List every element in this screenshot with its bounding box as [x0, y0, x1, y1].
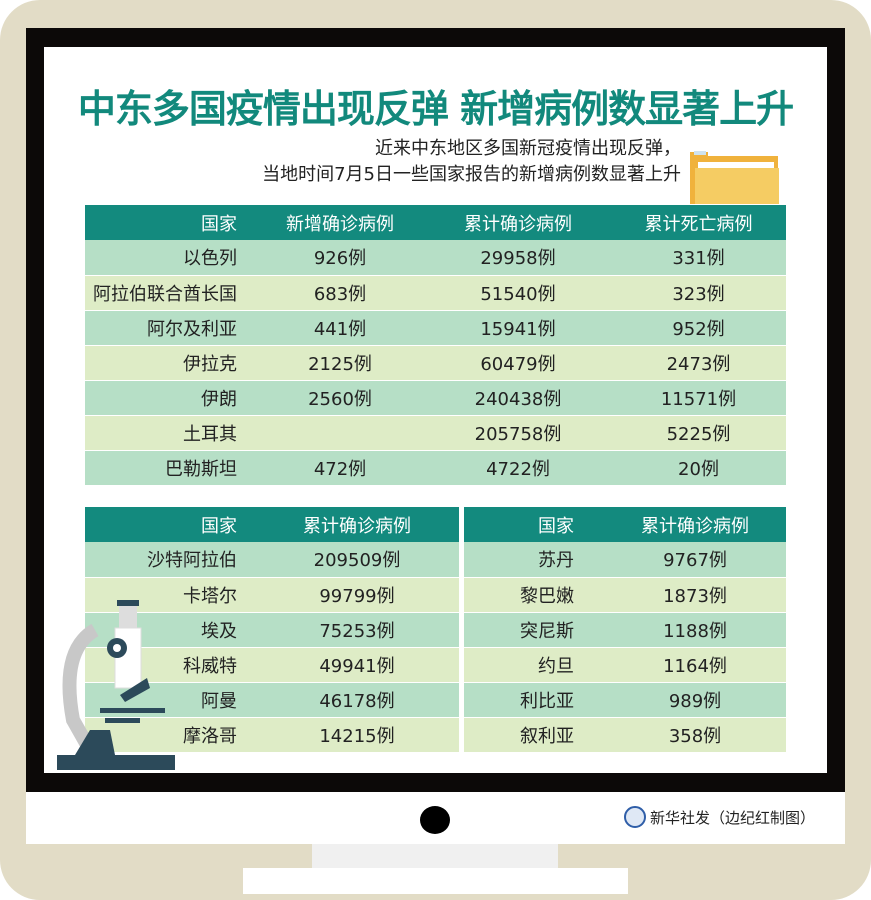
value-cell: 4722例 [425, 450, 611, 486]
country-cell: 黎巴嫩 [464, 577, 604, 613]
value-cell: 60479例 [425, 345, 611, 381]
microscope-icon [57, 600, 175, 770]
country-cell: 阿尔及利亚 [85, 310, 255, 346]
country-cell: 约旦 [464, 647, 604, 683]
value-cell: 1188例 [604, 612, 786, 648]
table-row: 科威特 49941例 [85, 647, 459, 683]
value-cell: 5225例 [611, 415, 786, 451]
table-row: 摩洛哥 14215例 [85, 717, 459, 753]
folder-icon [690, 151, 779, 204]
monitor-base [243, 868, 628, 894]
table-row: 约旦 1164例 [464, 647, 786, 683]
table-row: 阿尔及利亚 441例 15941例 952例 [85, 310, 786, 346]
value-cell: 15941例 [425, 310, 611, 346]
col-header: 累计确诊病例 [425, 205, 611, 240]
value-cell: 14215例 [255, 717, 459, 753]
col-header: 国家 [85, 205, 255, 240]
country-cell: 科威特 [85, 647, 255, 683]
value-cell: 1873例 [604, 577, 786, 613]
credit: 新华社发（边纪红制图） [624, 806, 815, 828]
credit-text: 新华社发（边纪红制图） [650, 808, 816, 827]
value-cell: 240438例 [425, 380, 611, 416]
table-cumulative-left: 国家 累计确诊病例 沙特阿拉伯 209509例 卡塔尔 99799例 埃及 75253例 科威… [85, 507, 459, 753]
col-header: 累计确诊病例 [604, 507, 786, 542]
value-cell: 2560例 [255, 380, 425, 416]
value-cell: 358例 [604, 717, 786, 753]
country-cell: 阿拉伯联合酋长国 [85, 275, 255, 311]
table-row: 利比亚 989例 [464, 682, 786, 718]
table-row: 巴勒斯坦 472例 4722例 20例 [85, 450, 786, 486]
table-row: 黎巴嫩 1873例 [464, 577, 786, 613]
camera-dot [420, 806, 450, 834]
value-cell: 49941例 [255, 647, 459, 683]
value-cell: 2473例 [611, 345, 786, 381]
country-cell: 沙特阿拉伯 [85, 542, 255, 578]
value-cell: 46178例 [255, 682, 459, 718]
country-cell: 突尼斯 [464, 612, 604, 648]
col-header: 累计确诊病例 [255, 507, 459, 542]
country-cell: 苏丹 [464, 542, 604, 578]
country-cell: 以色列 [85, 240, 255, 276]
value-cell: 75253例 [255, 612, 459, 648]
value-cell: 323例 [611, 275, 786, 311]
page-title: 中东多国疫情出现反弹 新增病例数显著上升 [77, 87, 794, 131]
table-row: 卡塔尔 99799例 [85, 577, 459, 613]
table-row: 苏丹 9767例 [464, 542, 786, 578]
country-cell: 卡塔尔 [85, 577, 255, 613]
col-header: 新增确诊病例 [255, 205, 425, 240]
value-cell: 20例 [611, 450, 786, 486]
value-cell: 11571例 [611, 380, 786, 416]
value-cell: 9767例 [604, 542, 786, 578]
table-row: 土耳其 205758例 5225例 [85, 415, 786, 451]
country-cell: 叙利亚 [464, 717, 604, 753]
value-cell: 205758例 [425, 415, 611, 451]
value-cell: 989例 [604, 682, 786, 718]
subtitle-line-2: 当地时间7月5日一些国家报告的新增病例数显著上升 [262, 164, 681, 185]
col-header: 国家 [464, 507, 604, 542]
table-row: 以色列 926例 29958例 331例 [85, 240, 786, 276]
country-cell: 巴勒斯坦 [85, 450, 255, 486]
value-cell: 99799例 [255, 577, 459, 613]
col-header: 累计死亡病例 [611, 205, 786, 240]
xinhua-logo-icon [624, 806, 646, 828]
value-cell: 926例 [255, 240, 425, 276]
value-cell [255, 415, 425, 451]
country-cell: 伊拉克 [85, 345, 255, 381]
table-row: 突尼斯 1188例 [464, 612, 786, 648]
value-cell: 952例 [611, 310, 786, 346]
subtitle-line-1: 近来中东地区多国新冠疫情出现反弹， [375, 138, 681, 159]
value-cell: 1164例 [604, 647, 786, 683]
table-row: 叙利亚 358例 [464, 717, 786, 753]
country-cell: 伊朗 [85, 380, 255, 416]
value-cell: 683例 [255, 275, 425, 311]
value-cell: 441例 [255, 310, 425, 346]
value-cell: 209509例 [255, 542, 459, 578]
value-cell: 331例 [611, 240, 786, 276]
value-cell: 2125例 [255, 345, 425, 381]
table-new-cases: 国家 新增确诊病例 累计确诊病例 累计死亡病例 以色列 926例 29958例 331例 阿拉… [85, 205, 786, 486]
table-row: 沙特阿拉伯 209509例 [85, 542, 459, 578]
country-cell: 利比亚 [464, 682, 604, 718]
table-row: 阿拉伯联合酋长国 683例 51540例 323例 [85, 275, 786, 311]
country-cell: 土耳其 [85, 415, 255, 451]
value-cell: 51540例 [425, 275, 611, 311]
value-cell: 29958例 [425, 240, 611, 276]
table-row: 伊拉克 2125例 60479例 2473例 [85, 345, 786, 381]
col-header: 国家 [85, 507, 255, 542]
table-row: 伊朗 2560例 240438例 11571例 [85, 380, 786, 416]
value-cell: 472例 [255, 450, 425, 486]
table-cumulative-right: 国家 累计确诊病例 苏丹 9767例 黎巴嫩 1873例 突尼斯 1188例 约旦 1164例利… [464, 507, 786, 753]
